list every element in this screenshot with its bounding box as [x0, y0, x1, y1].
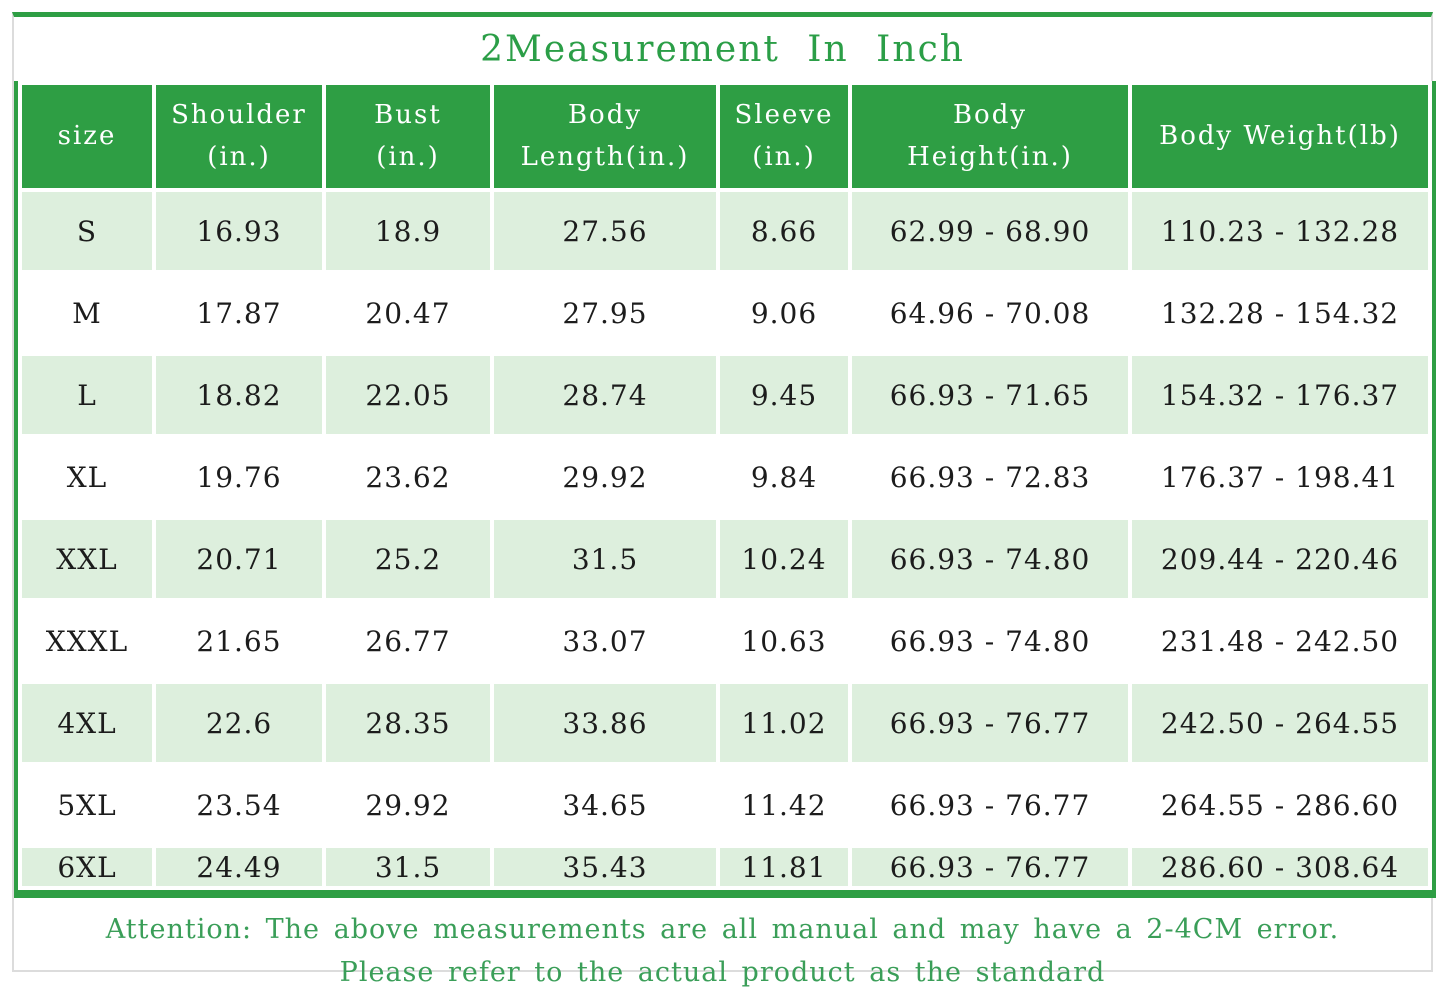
value-cell: 18.9	[326, 192, 490, 270]
column-header-5: Body Height(in.)	[852, 85, 1128, 188]
table-row: L 18.82 22.05 28.74 9.45 66.93 - 71.65 154.32 …	[22, 356, 1428, 434]
value-cell: 31.5	[494, 520, 716, 598]
value-cell: 25.2	[326, 520, 490, 598]
value-cell: 154.32 - 176.37	[1132, 356, 1428, 434]
value-cell: 264.55 - 286.60	[1132, 766, 1428, 844]
value-cell: 16.93	[156, 192, 322, 270]
header-row: size Shoulder (in.) Bust (in.) Body Length(…	[22, 85, 1428, 188]
value-cell: 29.92	[326, 766, 490, 844]
value-cell: 11.81	[720, 848, 848, 886]
value-cell: 11.42	[720, 766, 848, 844]
value-cell: 19.76	[156, 438, 322, 516]
column-header-size: size	[22, 85, 152, 188]
value-cell: 24.49	[156, 848, 322, 886]
value-cell: 21.65	[156, 602, 322, 680]
value-cell: 33.86	[494, 684, 716, 762]
value-cell: 66.93 - 71.65	[852, 356, 1128, 434]
table-row: S 16.93 18.9 27.56 8.66 62.99 - 68.90 110.23 -…	[22, 192, 1428, 270]
table-row: XXL 20.71 25.2 31.5 10.24 66.93 - 74.80 209.44…	[22, 520, 1428, 598]
value-cell: 66.93 - 74.80	[852, 602, 1128, 680]
table-body: S 16.93 18.9 27.56 8.66 62.99 - 68.90 110.23 -…	[22, 192, 1428, 886]
table-row: 6XL 24.49 31.5 35.43 11.81 66.93 - 76.77 286.6…	[22, 848, 1428, 886]
table-row: M 17.87 20.47 27.95 9.06 64.96 - 70.08 132.28 …	[22, 274, 1428, 352]
value-cell: 23.54	[156, 766, 322, 844]
value-cell: 22.05	[326, 356, 490, 434]
value-cell: 286.60 - 308.64	[1132, 848, 1428, 886]
size-cell: M	[22, 274, 152, 352]
value-cell: 27.56	[494, 192, 716, 270]
value-cell: 22.6	[156, 684, 322, 762]
value-cell: 28.74	[494, 356, 716, 434]
size-table: size Shoulder (in.) Bust (in.) Body Length(…	[14, 81, 1436, 898]
value-cell: 17.87	[156, 274, 322, 352]
value-cell: 66.93 - 72.83	[852, 438, 1128, 516]
value-cell: 64.96 - 70.08	[852, 274, 1128, 352]
value-cell: 26.77	[326, 602, 490, 680]
table-row: XXXL 21.65 26.77 33.07 10.63 66.93 - 74.80 231…	[22, 602, 1428, 680]
column-header-4: Sleeve (in.)	[720, 85, 848, 188]
chart-title: 2Measurement In Inch	[480, 28, 965, 70]
size-cell: XXXL	[22, 602, 152, 680]
value-cell: 35.43	[494, 848, 716, 886]
value-cell: 20.47	[326, 274, 490, 352]
value-cell: 23.62	[326, 438, 490, 516]
note-line-2: Please refer to the actual product as th…	[339, 957, 1106, 988]
table-row: 4XL 22.6 28.35 33.86 11.02 66.93 - 76.77 242.5…	[22, 684, 1428, 762]
value-cell: 62.99 - 68.90	[852, 192, 1128, 270]
value-cell: 110.23 - 132.28	[1132, 192, 1428, 270]
value-cell: 27.95	[494, 274, 716, 352]
value-cell: 176.37 - 198.41	[1132, 438, 1428, 516]
value-cell: 209.44 - 220.46	[1132, 520, 1428, 598]
note-line-1: Attention: The above measurements are al…	[105, 914, 1340, 945]
value-cell: 8.66	[720, 192, 848, 270]
value-cell: 9.06	[720, 274, 848, 352]
size-cell: XXL	[22, 520, 152, 598]
table-row: 5XL 23.54 29.92 34.65 11.42 66.93 - 76.77 264.…	[22, 766, 1428, 844]
value-cell: 33.07	[494, 602, 716, 680]
size-cell: 4XL	[22, 684, 152, 762]
column-header-6: Body Weight(lb)	[1132, 85, 1428, 188]
column-header-2: Bust (in.)	[326, 85, 490, 188]
value-cell: 34.65	[494, 766, 716, 844]
value-cell: 66.93 - 76.77	[852, 766, 1128, 844]
value-cell: 10.63	[720, 602, 848, 680]
value-cell: 28.35	[326, 684, 490, 762]
size-cell: 5XL	[22, 766, 152, 844]
value-cell: 242.50 - 264.55	[1132, 684, 1428, 762]
size-cell: L	[22, 356, 152, 434]
value-cell: 18.82	[156, 356, 322, 434]
value-cell: 66.93 - 76.77	[852, 684, 1128, 762]
size-cell: XL	[22, 438, 152, 516]
value-cell: 31.5	[326, 848, 490, 886]
value-cell: 11.02	[720, 684, 848, 762]
table-row: XL 19.76 23.62 29.92 9.84 66.93 - 72.83 176.37…	[22, 438, 1428, 516]
size-cell: 6XL	[22, 848, 152, 886]
column-header-1: Shoulder (in.)	[156, 85, 322, 188]
size-cell: S	[22, 192, 152, 270]
column-header-3: Body Length(in.)	[494, 85, 716, 188]
value-cell: 66.93 - 76.77	[852, 848, 1128, 886]
value-cell: 231.48 - 242.50	[1132, 602, 1428, 680]
value-cell: 132.28 - 154.32	[1132, 274, 1428, 352]
attention-note: Attention: The above measurements are al…	[14, 898, 1431, 994]
value-cell: 20.71	[156, 520, 322, 598]
value-cell: 9.45	[720, 356, 848, 434]
value-cell: 9.84	[720, 438, 848, 516]
value-cell: 66.93 - 74.80	[852, 520, 1128, 598]
value-cell: 10.24	[720, 520, 848, 598]
value-cell: 29.92	[494, 438, 716, 516]
size-chart-frame: 2Measurement In Inch size Shoulder (in.) B…	[12, 12, 1436, 988]
